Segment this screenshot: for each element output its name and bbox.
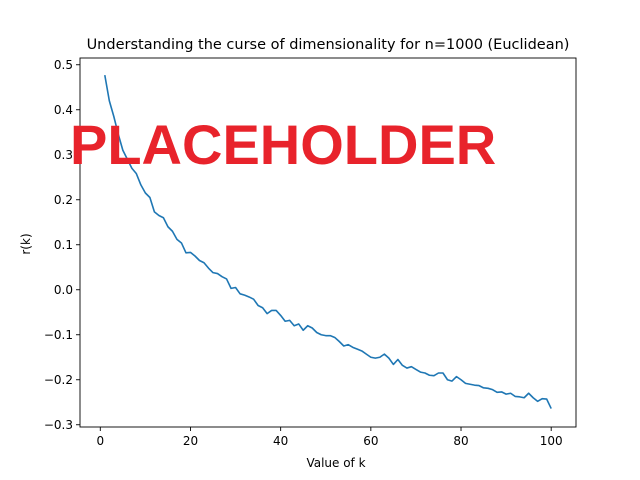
- y-tick-label: 0.1: [54, 238, 73, 252]
- y-tick-label: −0.3: [44, 418, 73, 432]
- x-tick-label: 20: [183, 434, 198, 448]
- plot-area: [79, 57, 577, 428]
- y-tick-label: 0.0: [54, 283, 73, 297]
- axis-ticks: 0 20 40 60 80 100 −0.3 −0.2 −0.1 0.0 0.1 0.2 0.3 0.4 0…: [44, 58, 563, 448]
- x-tick-label: 80: [453, 434, 468, 448]
- x-tick-label: 0: [96, 434, 104, 448]
- plot-frame: [79, 57, 577, 428]
- y-tick-label: 0.3: [54, 148, 73, 162]
- placeholder-watermark: PLACEHOLDER: [70, 113, 496, 176]
- y-tick-label: −0.1: [44, 328, 73, 342]
- y-tick-label: 0.5: [54, 58, 73, 72]
- chart-title: Understanding the curse of dimensionalit…: [87, 37, 570, 53]
- x-tick-label: 40: [273, 434, 288, 448]
- x-axis-label: Value of k: [306, 456, 365, 470]
- y-axis-label: r(k): [19, 233, 33, 254]
- x-tick-label: 100: [540, 434, 563, 448]
- y-tick-label: −0.2: [44, 373, 73, 387]
- y-tick-label: 0.4: [54, 103, 73, 117]
- y-tick-label: 0.2: [54, 193, 73, 207]
- series-line-0: [104, 74, 552, 409]
- x-tick-label: 60: [363, 434, 378, 448]
